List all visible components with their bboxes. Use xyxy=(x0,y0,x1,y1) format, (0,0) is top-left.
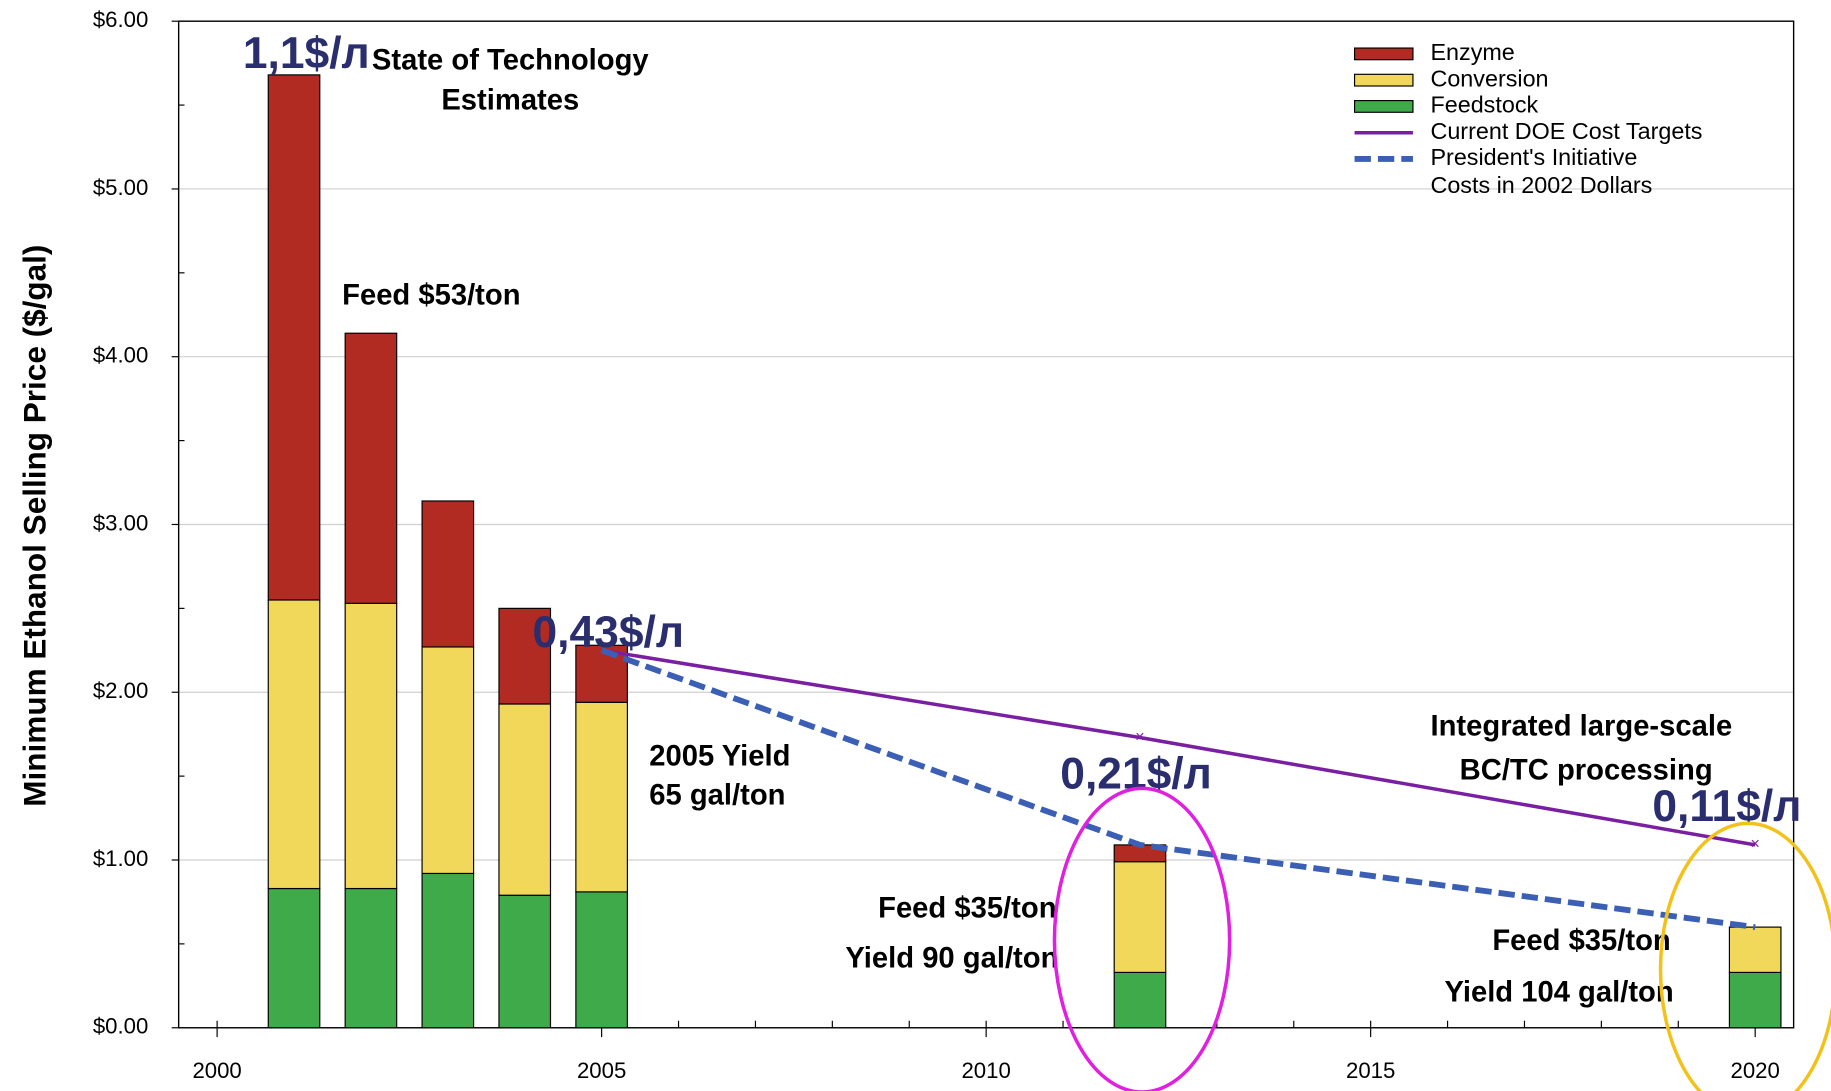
y-tick-label: $4.00 xyxy=(93,343,148,368)
annotation: Yield 104 gal/ton xyxy=(1444,977,1673,1009)
bar-segment xyxy=(267,887,321,1029)
line-series xyxy=(600,647,1756,931)
y-tick-label: $1.00 xyxy=(93,846,148,871)
x-tick-label: 2015 xyxy=(1346,1058,1395,1083)
annotation: Integrated large-scale xyxy=(1430,710,1732,742)
plot-frame xyxy=(177,20,1795,1029)
x-tick-label: 2005 xyxy=(577,1058,626,1083)
y-tick-label: $2.00 xyxy=(93,678,148,703)
bar-segment xyxy=(267,74,321,601)
bar-segment xyxy=(1113,861,1167,973)
bar-segment xyxy=(575,891,628,1029)
bar-segment xyxy=(498,703,552,896)
callout: 0,11$/л xyxy=(1652,782,1801,831)
line-series xyxy=(601,648,1756,847)
annotation: Feed $35/ton xyxy=(1492,925,1670,957)
annotation: Estimates xyxy=(441,84,579,116)
annotation: Feed $53/ton xyxy=(342,279,520,311)
bar-segment xyxy=(344,602,398,890)
bar-segment xyxy=(421,872,475,1029)
legend-label: Feedstock xyxy=(1430,92,1538,118)
callout: 0,43$/л xyxy=(532,608,684,657)
bar-segment xyxy=(498,894,552,1029)
y-tick-label: $5.00 xyxy=(93,175,148,200)
annotation: State of Technology xyxy=(372,45,650,77)
legend-label: Enzyme xyxy=(1430,39,1514,65)
bar-segment xyxy=(421,646,475,875)
bar-segment xyxy=(1113,971,1167,1029)
point-marker: × xyxy=(1750,835,1760,853)
y-axis-label: Minimum Ethanol Selling Price ($/gal) xyxy=(17,245,53,807)
x-tick-label: 2020 xyxy=(1731,1058,1780,1083)
callout: 1,1$/л xyxy=(243,29,370,78)
bar-segment xyxy=(421,500,475,648)
legend-note: Costs in 2002 Dollars xyxy=(1430,172,1652,198)
annotation: Yield 90 gal/ton xyxy=(845,943,1058,975)
x-tick-label: 2010 xyxy=(961,1058,1010,1083)
y-tick-label: $3.00 xyxy=(93,510,148,535)
bar-segment xyxy=(575,701,628,893)
callout: 0,21$/л xyxy=(1060,749,1212,798)
y-tick-label: $6.00 xyxy=(93,7,148,32)
bar-segment xyxy=(344,887,398,1029)
annotation: Feed $35/ton xyxy=(878,893,1056,925)
annotation: 65 gal/ton xyxy=(649,779,785,811)
legend-swatch xyxy=(1353,100,1414,113)
bar-segment xyxy=(267,599,321,890)
highlight-circle xyxy=(1052,786,1232,1091)
point-marker: × xyxy=(1135,728,1145,746)
annotation: 2005 Yield xyxy=(649,741,790,773)
bar-segment xyxy=(1728,926,1782,973)
legend-label: Current DOE Cost Targets xyxy=(1430,118,1702,144)
bar-segment xyxy=(498,607,552,705)
legend-label: President's Initiative xyxy=(1430,144,1637,170)
bar-segment xyxy=(344,332,398,604)
legend-swatch xyxy=(1353,47,1414,61)
bar-segment xyxy=(1728,971,1782,1029)
x-tick-label: 2000 xyxy=(192,1058,241,1083)
y-tick-label: $0.00 xyxy=(93,1014,148,1039)
annotation: BC/TC processing xyxy=(1460,755,1713,787)
legend-swatch xyxy=(1353,73,1414,87)
legend-label: Conversion xyxy=(1430,65,1548,91)
highlight-circle xyxy=(1658,821,1831,1091)
